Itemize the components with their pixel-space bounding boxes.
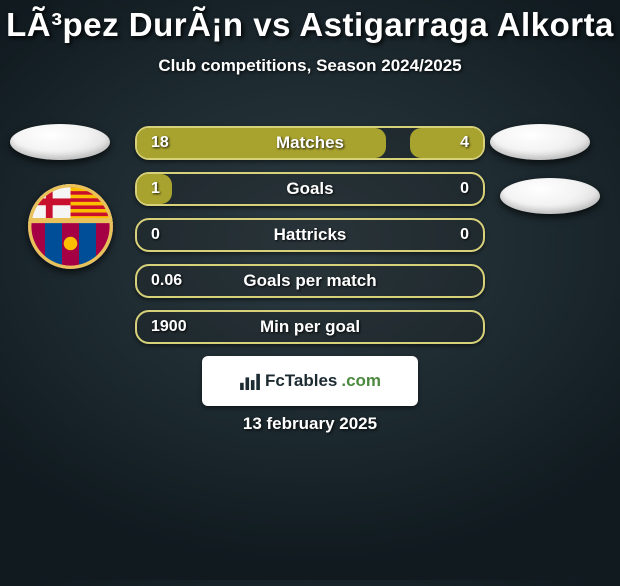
stat-row: 1900Min per goal	[135, 310, 485, 344]
stat-label: Hattricks	[137, 225, 483, 245]
stat-row: 18Matches4	[135, 126, 485, 160]
watermark-text-dark: FcTables	[265, 371, 337, 391]
infographic-date: 13 february 2025	[0, 414, 620, 434]
fctables-watermark: FcTables.com	[202, 356, 418, 406]
stat-value-right: 0	[460, 226, 469, 244]
stats-comparison-panel: 18Matches41Goals00Hattricks00.06Goals pe…	[135, 126, 485, 356]
stat-row: 0Hattricks0	[135, 218, 485, 252]
player-right-badge-2	[500, 178, 600, 214]
bars-icon	[239, 372, 261, 390]
page-subtitle: Club competitions, Season 2024/2025	[0, 56, 620, 76]
stat-row: 0.06Goals per match	[135, 264, 485, 298]
stat-label: Matches	[137, 133, 483, 153]
stat-label: Goals	[137, 179, 483, 199]
watermark-text-light: .com	[341, 371, 381, 391]
player-left-badge	[10, 124, 110, 160]
page-title: LÃ³pez DurÃ¡n vs Astigarraga Alkorta	[0, 6, 620, 44]
club-crest-left	[28, 184, 113, 269]
player-right-badge-1	[490, 124, 590, 160]
stat-value-right: 4	[460, 134, 469, 152]
stat-label: Goals per match	[137, 271, 483, 291]
stat-label: Min per goal	[137, 317, 483, 337]
stat-row: 1Goals0	[135, 172, 485, 206]
stat-value-right: 0	[460, 180, 469, 198]
